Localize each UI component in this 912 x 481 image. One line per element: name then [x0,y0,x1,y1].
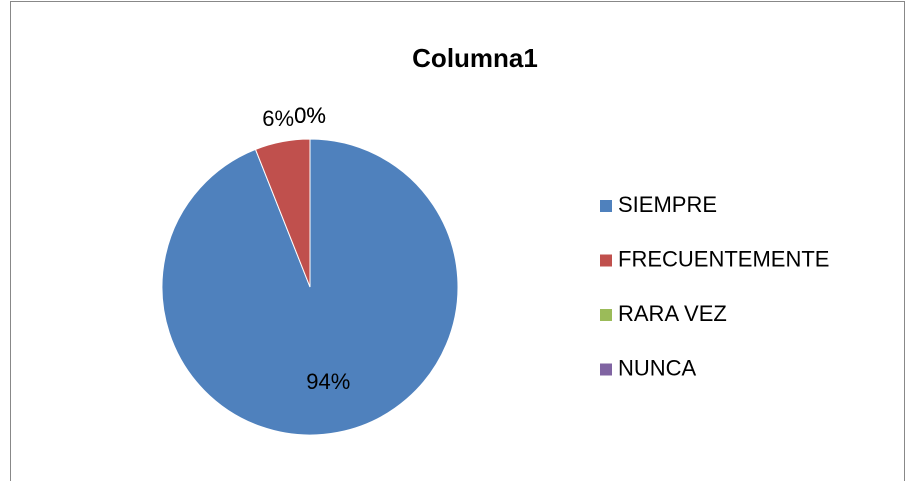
legend-swatch [600,309,612,321]
data-label: 94% [306,369,350,394]
legend-label: RARA VEZ [618,301,727,326]
legend-label: NUNCA [618,355,697,380]
data-label: 6% [262,106,294,131]
legend-label: SIEMPRE [618,192,717,217]
data-label: 0% [294,103,326,128]
data-label: 0% [294,103,326,128]
legend-swatch [600,363,612,376]
legend-swatch [600,254,612,267]
chart-border [10,1,905,481]
legend-label: FRECUENTEMENTE [618,246,829,271]
legend-swatch [600,200,612,212]
chart-title: Columna1 [412,43,538,73]
